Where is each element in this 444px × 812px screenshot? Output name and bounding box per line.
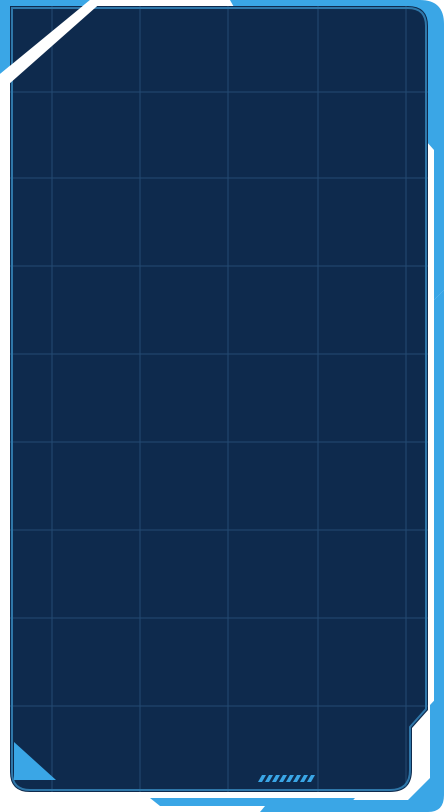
- hatch-mark: [272, 775, 280, 782]
- panel-inner-border: [11, 7, 427, 791]
- hatch-mark: [265, 775, 273, 782]
- hatch-mark: [258, 775, 266, 782]
- hatch-mark: [279, 775, 287, 782]
- bottom-accent-strip: [150, 798, 355, 806]
- hatch-marks-icon: [258, 775, 315, 782]
- hatch-mark: [286, 775, 294, 782]
- hatch-mark: [300, 775, 308, 782]
- hatch-mark: [293, 775, 301, 782]
- triangle-corner-icon: [14, 742, 56, 780]
- hatch-mark: [307, 775, 315, 782]
- diagonal-cut: [0, 0, 104, 92]
- right-side-accent: [434, 290, 444, 712]
- bottom-right-accent-corner: [260, 690, 444, 812]
- panel-body: [10, 6, 428, 792]
